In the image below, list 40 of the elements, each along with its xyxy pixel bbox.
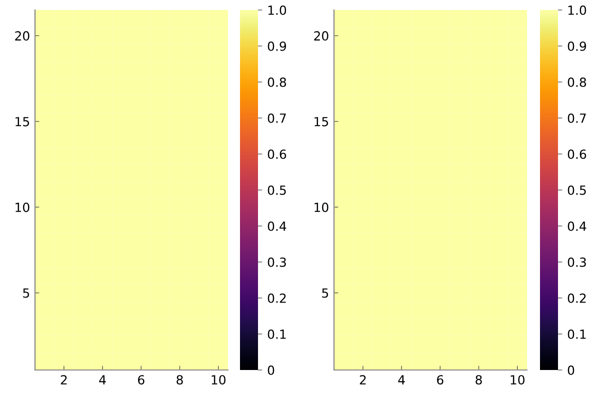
color-bar-label: 0.1 xyxy=(568,329,586,339)
color-bar-label: 1.0 xyxy=(568,5,586,15)
color-bar-label: 0.2 xyxy=(568,293,586,303)
y-tick-label: 10 xyxy=(314,202,328,212)
color-bar-label: 0 xyxy=(568,365,574,375)
x-tick-label: 10 xyxy=(212,375,226,385)
color-bar-label: 0.6 xyxy=(268,149,286,159)
color-bar-label: 1.0 xyxy=(268,5,286,15)
color-bar-label: 0.8 xyxy=(568,77,586,87)
color-bar-label: 0.3 xyxy=(568,257,586,267)
x-tick-label: 6 xyxy=(437,375,444,385)
x-tick-label: 4 xyxy=(398,375,405,384)
color-bar-label: 0.6 xyxy=(568,149,586,159)
color-bar-label: 0.7 xyxy=(268,113,286,123)
y-tick-label: 5 xyxy=(322,288,328,298)
y-tick-label: 15 xyxy=(314,117,328,126)
x-tick-label: 2 xyxy=(60,375,67,384)
color-bar-label: 0.9 xyxy=(268,41,286,51)
color-bar-label: 0.4 xyxy=(568,221,586,231)
x-tick-label: 10 xyxy=(510,375,524,385)
color-bar-label: 0.9 xyxy=(568,41,586,51)
y-tick-label: 20 xyxy=(314,31,328,41)
color-bar-label: 0.1 xyxy=(268,329,286,339)
color-bar-label: 0.7 xyxy=(568,113,586,123)
color-bar-label: 0.5 xyxy=(268,185,286,195)
y-tick-label: 5 xyxy=(23,288,30,298)
x-tick-label: 8 xyxy=(476,375,482,385)
color-bar-label: 0.4 xyxy=(268,221,286,231)
y-tick-label: 20 xyxy=(15,31,30,41)
x-tick-label: 8 xyxy=(176,375,183,385)
color-bar-label: 0.2 xyxy=(268,293,286,303)
y-tick-label: 15 xyxy=(16,117,30,126)
color-bar-label: 0.3 xyxy=(268,257,286,267)
color-bar-label: 0 xyxy=(268,365,274,375)
y-tick-label: 10 xyxy=(16,202,30,212)
x-tick-label: 4 xyxy=(99,375,106,384)
x-tick-label: 6 xyxy=(138,375,144,385)
x-tick-label: 2 xyxy=(360,375,366,384)
color-bar-label: 0.8 xyxy=(268,77,286,87)
color-bar-label: 0.5 xyxy=(568,185,586,195)
